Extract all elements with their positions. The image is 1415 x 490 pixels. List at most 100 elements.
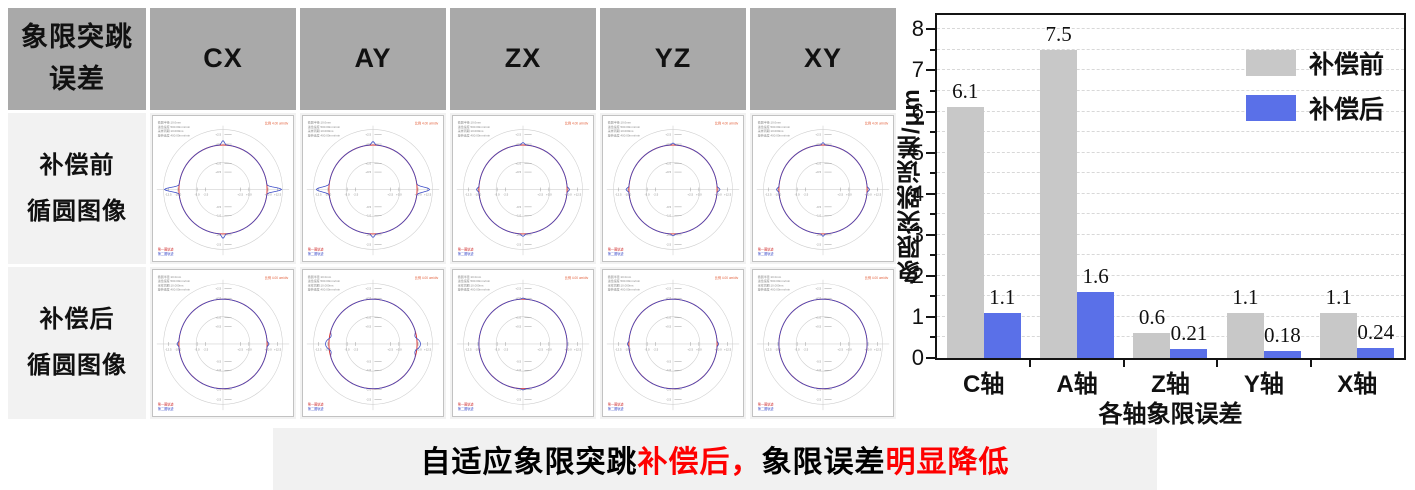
svg-text:+2.5: +2.5 bbox=[665, 286, 671, 290]
svg-text:第二圈轨迹: 第二圈轨迹 bbox=[158, 406, 175, 411]
svg-text:+1.0: +1.0 bbox=[665, 316, 671, 320]
circle-plot-panel: -12.5 +2.5 -10.0 +2.0 -5.0 +1.0 -2.5 +0.5 +2.5 -0… bbox=[752, 269, 894, 417]
svg-text:+12.5: +12.5 bbox=[874, 347, 882, 351]
svg-text:-1.0: -1.0 bbox=[516, 368, 521, 372]
y-tick-label: 5 bbox=[911, 139, 924, 165]
column-header-label: AY bbox=[354, 43, 392, 74]
cell-text: 象限突跳 bbox=[21, 22, 133, 53]
svg-text:-2.5: -2.5 bbox=[666, 397, 671, 401]
svg-text:第二圈轨迹: 第二圈轨迹 bbox=[158, 251, 175, 256]
circle-plot-svg: -12.5 +2.5 -10.0 +2.0 -5.0 +1.0 -2.5 +0.5 +2.5 -0… bbox=[156, 274, 290, 411]
bar-value-label: 6.1 bbox=[952, 79, 979, 104]
svg-text:-0.5: -0.5 bbox=[516, 359, 521, 363]
svg-text:第二圈轨迹: 第二圈轨迹 bbox=[458, 251, 475, 256]
svg-text:-1.0: -1.0 bbox=[366, 368, 371, 372]
bar-value-label: 0.24 bbox=[1357, 320, 1395, 345]
circle-plot-cell-xy-after: -12.5 +2.5 -10.0 +2.0 -5.0 +1.0 -2.5 +0.5 +2.5 -0… bbox=[750, 267, 896, 419]
svg-text:+2.5: +2.5 bbox=[537, 347, 543, 351]
svg-text:第一圈轨迹: 第一圈轨迹 bbox=[308, 401, 325, 406]
bar-chart-plot-area: 6.1 1.1 7.5 1.6 0.6 0.21 1.1 0.18 1.1 0.24 补偿前 补偿后 bbox=[935, 13, 1406, 360]
y-tick bbox=[926, 151, 935, 154]
svg-text:比例 4.00 um/div: 比例 4.00 um/div bbox=[865, 121, 889, 126]
svg-text:进给速度:500.00mm/min: 进给速度:500.00mm/min bbox=[308, 124, 341, 129]
svg-text:+0.5: +0.5 bbox=[215, 170, 221, 174]
svg-text:+0.5: +0.5 bbox=[665, 170, 671, 174]
svg-text:-5.0: -5.0 bbox=[795, 347, 800, 351]
summary-banner: 自适应象限突跳补偿后，象限误差明显降低 bbox=[273, 428, 1157, 490]
svg-text:-12.5: -12.5 bbox=[765, 193, 772, 197]
y-tick-label: 0 bbox=[911, 345, 924, 370]
svg-text:第二圈轨迹: 第二圈轨迹 bbox=[758, 406, 775, 411]
circle-plot-cell-zx-after: -12.5 +2.5 -10.0 +2.0 -5.0 +1.0 -2.5 +0.5 +2.5 -0… bbox=[450, 267, 596, 419]
svg-text:+2.5: +2.5 bbox=[215, 132, 221, 136]
svg-text:+2.5: +2.5 bbox=[815, 132, 821, 136]
bar-value-label: 1.1 bbox=[1232, 284, 1259, 309]
svg-text:比例 4.00 um/div: 比例 4.00 um/div bbox=[565, 121, 589, 126]
svg-text:-5.0: -5.0 bbox=[345, 193, 350, 197]
bar-group-0: 6.1 1.1 bbox=[937, 15, 1030, 358]
grid-line bbox=[937, 233, 1404, 235]
svg-text:+1.0: +1.0 bbox=[215, 161, 221, 165]
svg-text:+12.5: +12.5 bbox=[574, 193, 582, 197]
y-tick bbox=[926, 357, 935, 359]
svg-text:旋转速度:400.00mm/min: 旋转速度:400.00mm/min bbox=[608, 287, 641, 292]
header-cell-yz: YZ bbox=[600, 8, 746, 110]
svg-text:+2.5: +2.5 bbox=[365, 286, 371, 290]
svg-text:+2.0: +2.0 bbox=[215, 142, 221, 146]
y-tick bbox=[930, 48, 935, 51]
cell-text: 循圆图像 bbox=[27, 197, 127, 225]
svg-text:第一圈轨迹: 第一圈轨迹 bbox=[608, 246, 625, 251]
svg-text:-12.5: -12.5 bbox=[465, 347, 472, 351]
svg-text:采样周期:10.000ms: 采样周期:10.000ms bbox=[608, 282, 634, 287]
svg-text:-10.0: -10.0 bbox=[475, 347, 482, 351]
circle-plot-cell-zx-before: -12.5 +2.5 -10.0 +2.0 -5.0 +1.0 -2.5 +0.5 +2.5 -0… bbox=[450, 113, 596, 264]
svg-text:+0.5: +0.5 bbox=[365, 170, 371, 174]
circle-plot-panel: -12.5 +2.5 -10.0 +2.0 -5.0 +1.0 -2.5 +0.5 +2.5 -0… bbox=[152, 115, 294, 262]
circle-plot-svg: -12.5 +2.5 -10.0 +2.0 -5.0 +1.0 -2.5 +0.5 +2.5 -0… bbox=[456, 274, 590, 411]
banner-segment: 象限误差 bbox=[761, 446, 886, 479]
circle-plot-panel: -12.5 +2.5 -10.0 +2.0 -5.0 +1.0 -2.5 +0.5 +2.5 -0… bbox=[752, 115, 894, 262]
svg-text:+12.5: +12.5 bbox=[274, 347, 282, 351]
svg-text:+5.0: +5.0 bbox=[396, 193, 402, 197]
svg-text:-5.0: -5.0 bbox=[495, 193, 500, 197]
circle-plot-svg: -12.5 +2.5 -10.0 +2.0 -5.0 +1.0 -2.5 +0.5 +2.5 -0… bbox=[306, 120, 440, 256]
svg-text:第二圈轨迹: 第二圈轨迹 bbox=[308, 251, 325, 256]
svg-text:+2.0: +2.0 bbox=[365, 142, 371, 146]
svg-text:+2.0: +2.0 bbox=[815, 142, 821, 146]
svg-text:采样周期:10.000ms: 采样周期:10.000ms bbox=[308, 128, 334, 133]
svg-text:-2.0: -2.0 bbox=[516, 233, 521, 237]
circle-plot-svg: -12.5 +2.5 -10.0 +2.0 -5.0 +1.0 -2.5 +0.5 +2.5 -0… bbox=[456, 120, 590, 256]
circle-plot-svg: -12.5 +2.5 -10.0 +2.0 -5.0 +1.0 -2.5 +0.5 +2.5 -0… bbox=[756, 274, 890, 411]
header-cell-xy: XY bbox=[750, 8, 896, 110]
svg-text:+0.5: +0.5 bbox=[215, 324, 221, 328]
svg-text:-2.5: -2.5 bbox=[516, 243, 521, 247]
svg-text:-1.0: -1.0 bbox=[366, 214, 371, 218]
svg-text:-1.0: -1.0 bbox=[216, 368, 221, 372]
svg-text:比例 4.00 um/div: 比例 4.00 um/div bbox=[265, 121, 289, 126]
svg-text:循圆半径:10.0mm: 循圆半径:10.0mm bbox=[758, 120, 782, 125]
circle-plot-cell-yz-after: -12.5 +2.5 -10.0 +2.0 -5.0 +1.0 -2.5 +0.5 +2.5 -0… bbox=[600, 267, 746, 419]
cell-text: 补偿后 bbox=[39, 306, 115, 334]
bar-value-label: 0.6 bbox=[1138, 305, 1166, 330]
svg-text:-12.5: -12.5 bbox=[765, 347, 772, 351]
bar-chart: 象限突跳误差/μm 6.1 1.1 7.5 1.6 0.6 0.21 1.1 0.18 1.1 0… bbox=[898, 0, 1415, 430]
svg-text:旋转速度:400.00mm/min: 旋转速度:400.00mm/min bbox=[308, 132, 341, 137]
svg-text:-0.5: -0.5 bbox=[216, 359, 221, 363]
svg-text:第二圈轨迹: 第二圈轨迹 bbox=[758, 251, 775, 256]
svg-text:-5.0: -5.0 bbox=[645, 347, 650, 351]
column-header-label: ZX bbox=[504, 43, 542, 74]
svg-text:进给速度:500.00mm/min: 进给速度:500.00mm/min bbox=[458, 124, 491, 129]
bar-before bbox=[1133, 333, 1171, 358]
svg-text:+5.0: +5.0 bbox=[246, 193, 252, 197]
svg-text:-0.5: -0.5 bbox=[366, 205, 371, 209]
svg-text:-12.5: -12.5 bbox=[615, 347, 622, 351]
svg-text:-1.0: -1.0 bbox=[816, 368, 821, 372]
y-tick bbox=[926, 110, 935, 113]
svg-text:旋转速度:400.00mm/min: 旋转速度:400.00mm/min bbox=[458, 287, 491, 292]
x-tick-label-4: X轴 bbox=[1337, 371, 1378, 398]
bar-group-3: 1.1 0.18 bbox=[1217, 15, 1310, 358]
svg-text:+10.0: +10.0 bbox=[864, 193, 872, 197]
bar-after bbox=[1077, 292, 1115, 358]
row-label-after: 补偿后 循圆图像 bbox=[8, 267, 146, 419]
grid-line bbox=[937, 254, 1404, 256]
